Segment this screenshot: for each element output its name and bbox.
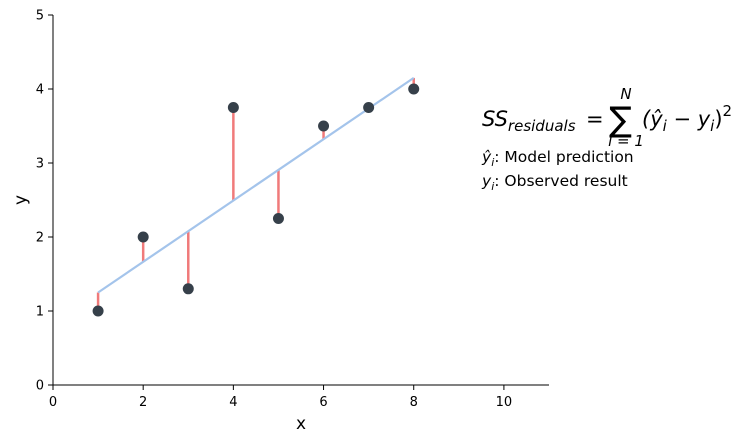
y-ticks: 0 1 2 3 4 5 xyxy=(36,9,53,394)
data-point xyxy=(227,102,239,113)
data-point xyxy=(137,231,149,243)
note-model-prediction: ŷi: Model prediction xyxy=(481,148,634,169)
y-axis-label: y xyxy=(11,195,31,205)
x-ticks: 0 2 4 6 8 10 xyxy=(49,385,512,410)
formula-term: (ŷi − yi)2 xyxy=(642,102,732,135)
data-point xyxy=(92,305,104,317)
sum-symbol: ∑ xyxy=(609,100,632,140)
data-points xyxy=(92,83,420,317)
y-tick-label: 5 xyxy=(36,9,44,24)
x-axis-label: x xyxy=(296,414,306,434)
y-tick-label: 4 xyxy=(36,83,44,98)
note-observed-result: yi: Observed result xyxy=(481,172,628,193)
y-tick-label: 1 xyxy=(36,305,44,320)
x-tick-label: 10 xyxy=(496,395,513,410)
x-tick-label: 0 xyxy=(49,395,57,410)
data-point xyxy=(363,102,375,113)
x-tick-label: 2 xyxy=(139,395,147,410)
residual-lines xyxy=(96,77,415,311)
data-point xyxy=(182,283,194,295)
data-point xyxy=(272,213,284,224)
data-point xyxy=(408,83,420,95)
x-tick-label: 8 xyxy=(410,395,418,410)
formula-lhs: SSresiduals xyxy=(482,107,576,135)
formula-equals: = xyxy=(586,107,604,131)
y-tick-label: 0 xyxy=(36,379,44,394)
sum-upper-limit: N xyxy=(620,85,631,103)
formula-annotation: SSresiduals = ∑ N i = 1 (ŷi − yi)2 ŷi: M… xyxy=(481,85,732,193)
sum-lower-limit: i = 1 xyxy=(608,132,644,150)
y-tick-label: 3 xyxy=(36,157,44,172)
x-tick-label: 6 xyxy=(319,395,327,410)
fit-line xyxy=(97,76,415,294)
x-tick-label: 4 xyxy=(229,395,237,410)
y-tick-label: 2 xyxy=(36,231,44,246)
data-point xyxy=(318,120,330,132)
